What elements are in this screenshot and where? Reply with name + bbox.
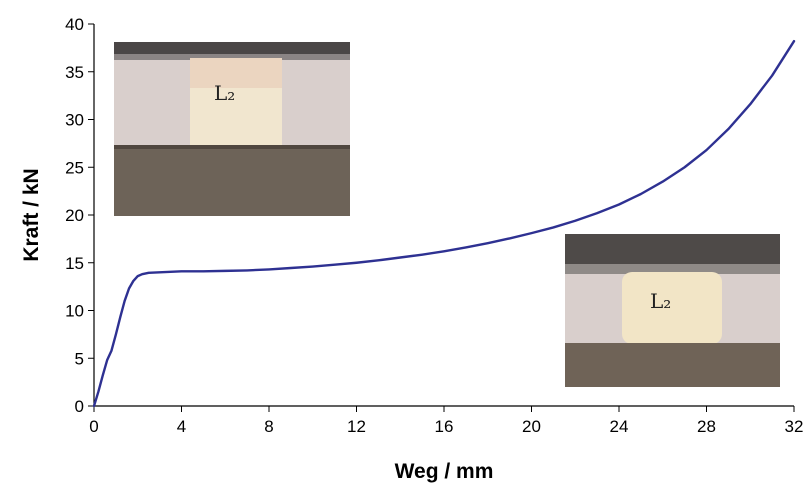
y-tick-label: 40: [65, 15, 84, 34]
x-axis-title: Weg / mm: [395, 460, 494, 483]
x-tick-label: 0: [89, 417, 98, 436]
marking-text-1: L₂: [214, 81, 235, 105]
y-axis-title: Kraft / kN: [20, 168, 43, 261]
inset-photo-initial: L₂: [114, 42, 350, 216]
inset-photo-compressed: L₂: [565, 234, 780, 387]
y-tick-label: 30: [65, 111, 84, 130]
y-tick-label: 5: [75, 349, 84, 368]
x-tick-label: 32: [785, 417, 804, 436]
marking-text-2: L₂: [650, 289, 671, 313]
x-tick-label: 16: [435, 417, 454, 436]
y-axis-ticks: 0 5 10 15 20 25 30 35 40: [65, 15, 94, 416]
x-axis-ticks: 0 4 8 12 16 20 24 28 32: [89, 406, 803, 436]
x-tick-label: 8: [264, 417, 273, 436]
y-tick-label: 20: [65, 206, 84, 225]
y-tick-label: 35: [65, 63, 84, 82]
x-tick-label: 20: [522, 417, 541, 436]
y-tick-label: 0: [75, 397, 84, 416]
y-tick-label: 10: [65, 302, 84, 321]
x-tick-label: 28: [697, 417, 716, 436]
y-tick-label: 25: [65, 158, 84, 177]
x-tick-label: 24: [610, 417, 629, 436]
x-tick-label: 12: [347, 417, 366, 436]
y-tick-label: 15: [65, 254, 84, 273]
x-tick-label: 4: [177, 417, 186, 436]
series-line: [92, 39, 796, 408]
